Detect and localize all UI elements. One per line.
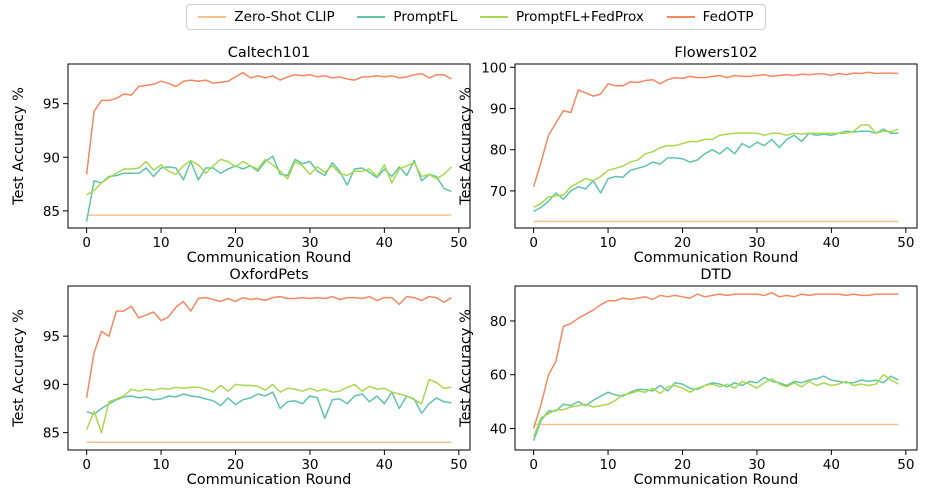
axes-frame bbox=[514, 285, 918, 451]
series-line-promptfl bbox=[533, 128, 899, 213]
series-line-fedotp bbox=[532, 291, 899, 429]
chart-dtd: 0 10 20 30 40 50 40 60 80 DTD Communication Round T… bbox=[458, 267, 918, 488]
y-axis-label: Test Accuracy % bbox=[11, 87, 27, 206]
x-tick-label: 10 bbox=[599, 457, 616, 473]
legend: Zero-Shot CLIP PromptFL PromptFL+FedProx… bbox=[186, 4, 766, 30]
x-tick-label: 0 bbox=[82, 457, 91, 473]
y-tick-label: 90 bbox=[490, 102, 507, 118]
legend-swatch bbox=[666, 16, 695, 18]
x-tick-label: 40 bbox=[376, 235, 393, 251]
chart-caltech101: 0 10 20 30 40 50 85 90 95 Caltech101 Communication… bbox=[11, 45, 471, 266]
y-tick-label: 40 bbox=[490, 421, 507, 437]
series-line-promptfl-fedprox bbox=[85, 378, 452, 434]
x-tick-label: 0 bbox=[529, 235, 538, 251]
series-line-fedotp bbox=[85, 295, 452, 399]
legend-item-zero-shot-clip: Zero-Shot CLIP bbox=[198, 9, 335, 25]
series-line-promptfl-fedprox bbox=[533, 124, 899, 209]
series-line-fedotp bbox=[532, 71, 899, 188]
y-tick-label: 90 bbox=[43, 377, 60, 393]
y-axis-label: Test Accuracy % bbox=[458, 309, 474, 428]
y-tick-label: 90 bbox=[43, 150, 60, 166]
x-tick-label: 50 bbox=[450, 457, 467, 473]
y-tick-label: 100 bbox=[481, 60, 507, 76]
axes-frame bbox=[67, 63, 471, 229]
y-tick-label: 80 bbox=[490, 143, 507, 159]
x-tick-label: 30 bbox=[748, 235, 765, 251]
chart-title: Flowers102 bbox=[674, 45, 757, 61]
x-tick-label: 30 bbox=[301, 457, 318, 473]
legend-item-promptfl: PromptFL bbox=[357, 9, 457, 25]
x-axis-label: Communication Round bbox=[634, 250, 799, 266]
axes-frame bbox=[514, 63, 918, 229]
x-tick-label: 50 bbox=[897, 457, 914, 473]
series-line-promptfl-fedprox bbox=[86, 158, 452, 196]
y-tick-label: 85 bbox=[43, 426, 60, 442]
legend-swatch bbox=[357, 16, 386, 18]
legend-label: PromptFL bbox=[393, 9, 458, 25]
x-tick-label: 40 bbox=[823, 235, 840, 251]
legend-label: FedOTP bbox=[702, 9, 754, 25]
chart-oxfordpets: 0 10 20 30 40 50 85 90 95 OxfordPets Communication… bbox=[11, 267, 471, 488]
x-tick-label: 0 bbox=[82, 235, 91, 251]
x-tick-label: 30 bbox=[748, 457, 765, 473]
chart-flowers102: 0 10 20 30 40 50 70 80 90 100 Flowers102 Communicat… bbox=[458, 45, 918, 266]
x-tick-label: 20 bbox=[674, 235, 691, 251]
legend-item-promptfl-fedprox: PromptFL+FedProx bbox=[479, 9, 644, 25]
y-tick-label: 80 bbox=[490, 314, 507, 330]
y-axis-label: Test Accuracy % bbox=[458, 87, 474, 206]
x-axis-label: Communication Round bbox=[634, 472, 799, 488]
y-tick-label: 85 bbox=[43, 204, 60, 220]
series-line-promptfl bbox=[86, 391, 452, 419]
chart-title: DTD bbox=[700, 267, 731, 283]
y-tick-label: 95 bbox=[43, 329, 60, 345]
x-axis-label: Communication Round bbox=[187, 472, 352, 488]
chart-title: OxfordPets bbox=[229, 267, 308, 283]
legend-label: PromptFL+FedProx bbox=[515, 9, 644, 25]
x-tick-label: 10 bbox=[152, 235, 169, 251]
series-line-fedotp bbox=[85, 71, 452, 175]
x-tick-label: 20 bbox=[674, 457, 691, 473]
legend-swatch bbox=[198, 16, 227, 18]
series-line-promptfl bbox=[85, 155, 452, 222]
legend-item-fedotp: FedOTP bbox=[666, 9, 754, 25]
x-tick-label: 20 bbox=[227, 457, 244, 473]
x-tick-label: 50 bbox=[897, 235, 914, 251]
x-axis-label: Communication Round bbox=[187, 250, 352, 266]
series-line-promptfl-fedprox bbox=[532, 373, 899, 437]
series-line-promptfl bbox=[532, 375, 899, 441]
x-tick-label: 30 bbox=[301, 235, 318, 251]
y-axis-label: Test Accuracy % bbox=[11, 309, 27, 428]
legend-label: Zero-Shot CLIP bbox=[234, 9, 335, 25]
x-tick-label: 0 bbox=[529, 457, 538, 473]
y-tick-label: 70 bbox=[490, 184, 507, 200]
y-tick-label: 60 bbox=[490, 368, 507, 384]
x-tick-label: 40 bbox=[823, 457, 840, 473]
x-tick-label: 20 bbox=[227, 235, 244, 251]
chart-title: Caltech101 bbox=[228, 45, 310, 61]
x-tick-label: 10 bbox=[599, 235, 616, 251]
x-tick-label: 50 bbox=[450, 235, 467, 251]
legend-swatch bbox=[479, 16, 508, 18]
axes-frame bbox=[67, 285, 471, 451]
y-tick-label: 95 bbox=[43, 97, 60, 113]
x-tick-label: 40 bbox=[376, 457, 393, 473]
x-tick-label: 10 bbox=[152, 457, 169, 473]
